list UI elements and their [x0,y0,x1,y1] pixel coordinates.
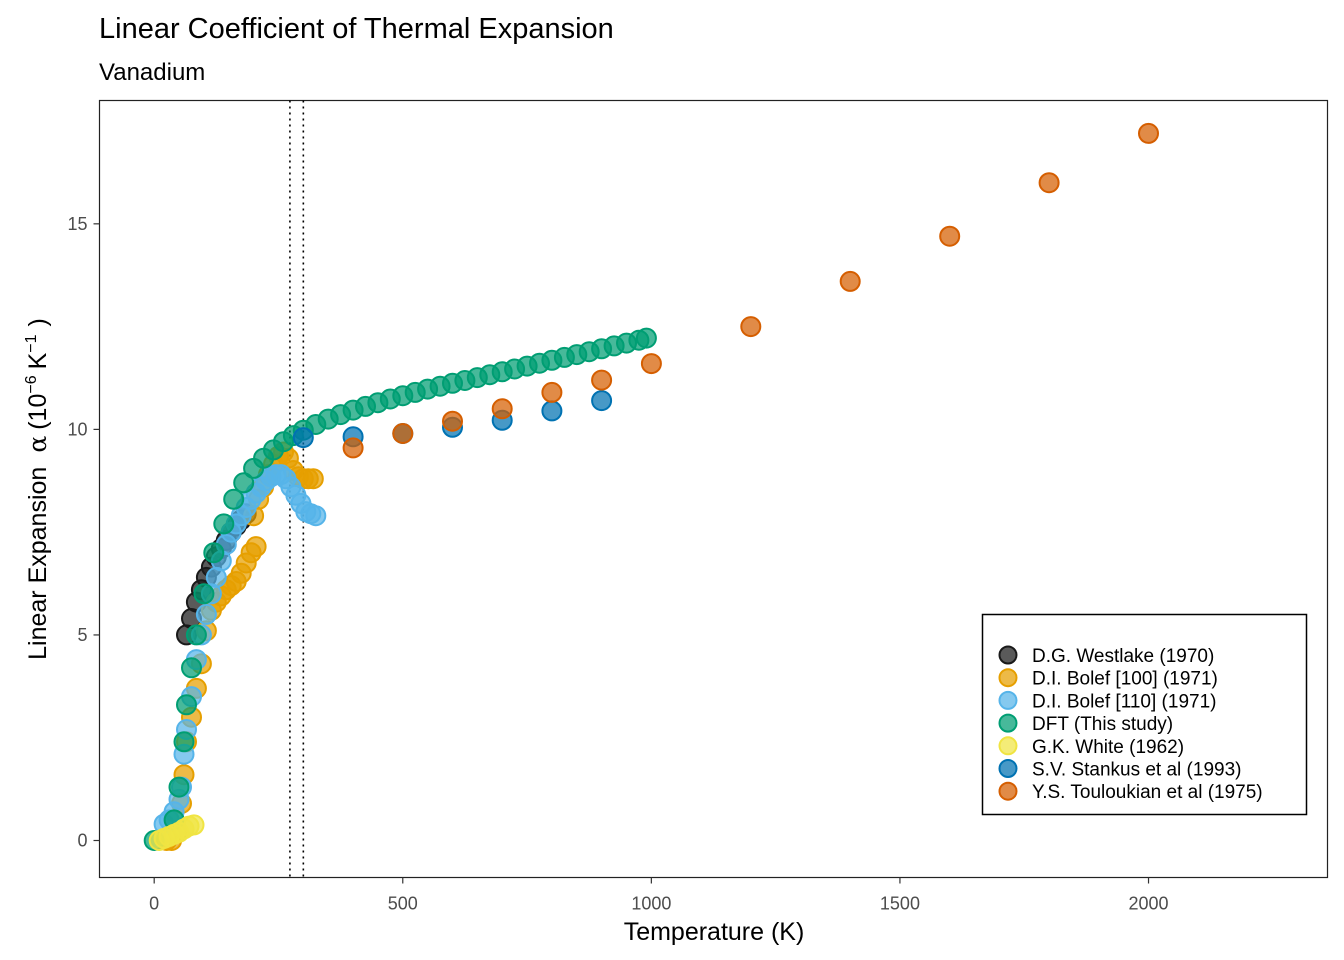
legend-items: D.G. Westlake (1970)D.I. Bolef [100] (19… [998,645,1263,803]
y-axis-label-unit-base: 10 [24,394,52,422]
legend-label: G.K. White (1962) [1032,737,1184,758]
data-point [640,353,662,375]
y-axis-label-unit-exp2: −1 [23,334,40,352]
x-tick-label: 0 [149,894,159,914]
legend-label: S.V. Stankus et al (1993) [1032,760,1241,781]
y-axis-label-text: Linear Expansion [24,467,52,660]
y-axis-label: Linear Expansionα(10−6K−1) [23,318,52,660]
legend-marker [998,713,1018,733]
data-point [302,468,324,490]
legend-label: D.I. Bolef [100] (1971) [1032,669,1218,690]
data-point [176,694,197,716]
data-point [173,731,195,753]
data-point [181,657,202,679]
chart-title: Linear Coefficient of Thermal Expansion [99,13,614,45]
data-point [740,316,762,338]
data-point [203,542,225,564]
data-point [168,776,190,798]
data-point [541,400,563,422]
legend-marker [998,690,1018,710]
data-point [1038,172,1060,194]
series-3 [143,327,657,851]
data-point [591,390,613,412]
legend-label: Y.S. Touloukian et al (1975) [1032,782,1263,803]
y-tick-label: 10 [67,419,87,439]
data-point [233,472,255,494]
legend-label: DFT (This study) [1032,714,1173,735]
series-4 [148,814,205,851]
data-point [185,624,207,646]
data-point [195,603,217,625]
axis-ticks: 0 500 1000 1500 2000 0 5 10 15 [67,214,1168,914]
data-point [342,437,364,459]
legend-label: D.G. Westlake (1970) [1032,646,1214,667]
data-point [839,270,861,292]
data-point [223,488,245,510]
data-point [193,583,215,605]
x-tick-label: 1500 [880,894,920,914]
legend-marker [998,668,1018,688]
y-axis-label-unit-exp1: −6 [23,375,40,393]
x-tick-label: 500 [388,894,418,914]
legend-marker [998,781,1018,801]
data-point [635,327,657,349]
x-tick-label: 1000 [631,894,671,914]
y-tick-label: 5 [77,625,87,645]
y-tick-label: 15 [67,214,87,234]
legend-marker [998,645,1018,665]
data-point [213,513,235,535]
data-point [939,225,961,247]
series-6 [342,122,1159,459]
y-axis-label-unit-k: K [24,352,52,369]
legend-marker [998,736,1018,756]
y-tick-label: 0 [77,831,87,851]
data-point [292,427,314,449]
data-point [491,398,513,420]
data-point [442,410,463,432]
data-point [245,536,267,558]
data-point [591,369,613,391]
data-points [143,122,1159,851]
legend-label: D.I. Bolef [110] (1971) [1032,691,1216,712]
chart-subtitle: Vanadium [99,59,205,86]
data-point [183,814,205,836]
legend-box [981,613,1308,816]
y-axis-label-symbol: α [23,436,52,453]
legend-marker [998,759,1018,778]
legend: D.G. Westlake (1970)D.I. Bolef [100] (19… [981,613,1308,816]
data-point [1138,122,1159,144]
data-point [541,381,563,403]
data-point [305,505,327,527]
x-axis-label: Temperature (K) [624,918,805,946]
data-point [392,423,414,444]
x-tick-label: 2000 [1128,894,1168,914]
